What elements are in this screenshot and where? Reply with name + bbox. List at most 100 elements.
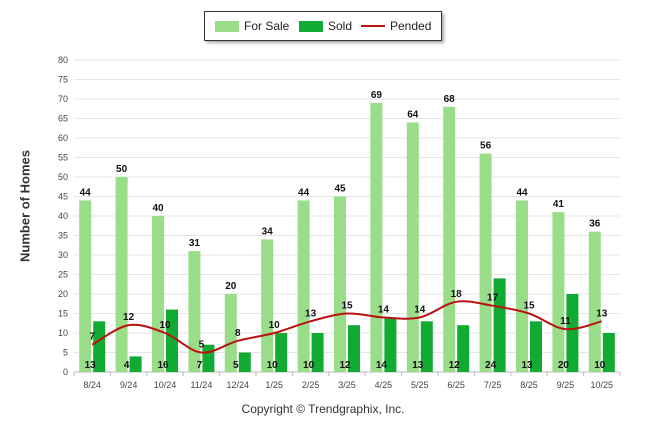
x-tick-label: 8/24 (83, 380, 101, 390)
legend-item-sold[interactable]: Sold (299, 19, 352, 33)
data-label-pended: 13 (596, 308, 608, 319)
bar-for-sale (115, 177, 128, 372)
y-tick-label: 20 (58, 289, 68, 299)
bar-for-sale (516, 200, 528, 372)
bar-for-sale (479, 153, 492, 372)
bar-for-sale (406, 122, 419, 373)
data-label-sold: 12 (339, 360, 351, 371)
bar-sold (238, 352, 251, 372)
data-label-sold: 24 (485, 360, 497, 371)
data-label-pended: 17 (487, 293, 499, 304)
bar-sold (384, 317, 397, 372)
legend-label-sold: Sold (328, 19, 353, 33)
bar-sold (457, 325, 470, 372)
data-label-for-sale: 34 (262, 226, 274, 237)
data-label-pended: 13 (305, 308, 317, 319)
copyright-text: Copyright © Trendgraphix, Inc. (241, 402, 405, 416)
data-label-sold: 5 (233, 360, 239, 371)
y-tick-label: 60 (58, 133, 68, 143)
y-tick-label: 50 (58, 172, 68, 182)
legend-item-for-sale[interactable]: For Sale (215, 19, 289, 33)
data-label-sold: 20 (558, 360, 570, 371)
y-tick-label: 15 (58, 309, 68, 319)
x-tick-label: 1/25 (265, 380, 283, 390)
data-label-sold: 10 (267, 360, 279, 371)
x-tick-label: 12/24 (227, 380, 250, 390)
bar-sold (566, 294, 579, 372)
data-label-for-sale: 31 (189, 238, 201, 249)
x-tick-label: 10/24 (154, 380, 177, 390)
data-label-sold: 13 (412, 360, 424, 371)
data-label-for-sale: 69 (371, 90, 383, 101)
x-tick-label: 11/24 (190, 380, 212, 390)
y-tick-label: 35 (58, 231, 68, 241)
data-label-for-sale: 44 (80, 187, 92, 198)
bar-for-sale (261, 239, 274, 372)
x-tick-label: 3/25 (338, 380, 356, 390)
bar-sold (602, 333, 615, 372)
data-label-sold: 4 (124, 360, 130, 371)
data-label-sold: 7 (197, 360, 203, 371)
data-label-pended: 14 (414, 304, 426, 315)
bar-sold (202, 344, 215, 372)
x-tick-label: 10/25 (591, 380, 614, 390)
bar-for-sale (370, 102, 383, 373)
bar-for-sale (79, 200, 92, 372)
data-label-sold: 10 (594, 360, 606, 371)
bar-sold (129, 356, 142, 372)
bar-sold (530, 321, 542, 372)
bar-sold (311, 333, 324, 372)
data-label-for-sale: 50 (116, 164, 128, 175)
y-tick-label: 70 (58, 94, 68, 104)
data-label-pended: 10 (269, 320, 281, 331)
data-label-pended: 10 (159, 320, 171, 331)
x-tick-label: 6/25 (447, 380, 465, 390)
data-label-pended: 15 (341, 301, 353, 312)
y-tick-label: 30 (58, 250, 68, 260)
data-label-for-sale: 68 (444, 94, 456, 105)
legend-swatch-for-sale (215, 20, 239, 32)
legend-label-pended: Pended (390, 19, 432, 33)
data-label-sold: 13 (85, 360, 97, 371)
data-label-for-sale: 20 (225, 281, 237, 292)
y-tick-label: 80 (58, 55, 68, 65)
data-label-pended: 12 (123, 312, 135, 323)
bar-sold (93, 321, 106, 372)
y-tick-label: 55 (58, 153, 68, 163)
legend-label-for-sale: For Sale (244, 19, 290, 33)
x-tick-label: 5/25 (411, 380, 429, 390)
legend-swatch-sold (299, 20, 323, 32)
bar-sold (166, 309, 178, 372)
y-tick-label: 45 (58, 192, 68, 202)
y-tick-label: 5 (63, 348, 68, 358)
data-label-sold: 10 (303, 360, 315, 371)
data-label-for-sale: 36 (589, 219, 601, 230)
bar-for-sale (188, 251, 201, 372)
data-label-sold: 12 (449, 360, 461, 371)
chart-legend: For Sale Sold Pended (204, 11, 442, 41)
data-label-for-sale: 56 (480, 141, 492, 152)
legend-item-pended[interactable]: Pended (361, 19, 431, 33)
bar-for-sale (224, 294, 237, 372)
data-label-pended: 8 (235, 328, 241, 339)
data-label-for-sale: 41 (553, 199, 565, 210)
data-label-pended: 15 (523, 301, 535, 312)
bar-sold (420, 321, 433, 372)
data-label-sold: 14 (376, 360, 388, 371)
data-label-pended: 18 (451, 289, 463, 300)
data-label-for-sale: 44 (298, 187, 310, 198)
data-label-sold: 13 (521, 360, 533, 371)
bar-sold (493, 278, 506, 372)
data-label-pended: 11 (560, 316, 571, 327)
bar-for-sale (334, 196, 346, 372)
bar-for-sale (552, 212, 565, 372)
x-tick-label: 2/25 (302, 380, 320, 390)
x-tick-label: 9/24 (120, 380, 138, 390)
data-label-pended: 7 (89, 332, 95, 343)
data-label-for-sale: 44 (516, 187, 528, 198)
y-tick-label: 40 (58, 211, 68, 221)
y-tick-label: 0 (63, 367, 68, 377)
x-tick-label: 8/25 (520, 380, 538, 390)
bar-sold (275, 333, 288, 372)
